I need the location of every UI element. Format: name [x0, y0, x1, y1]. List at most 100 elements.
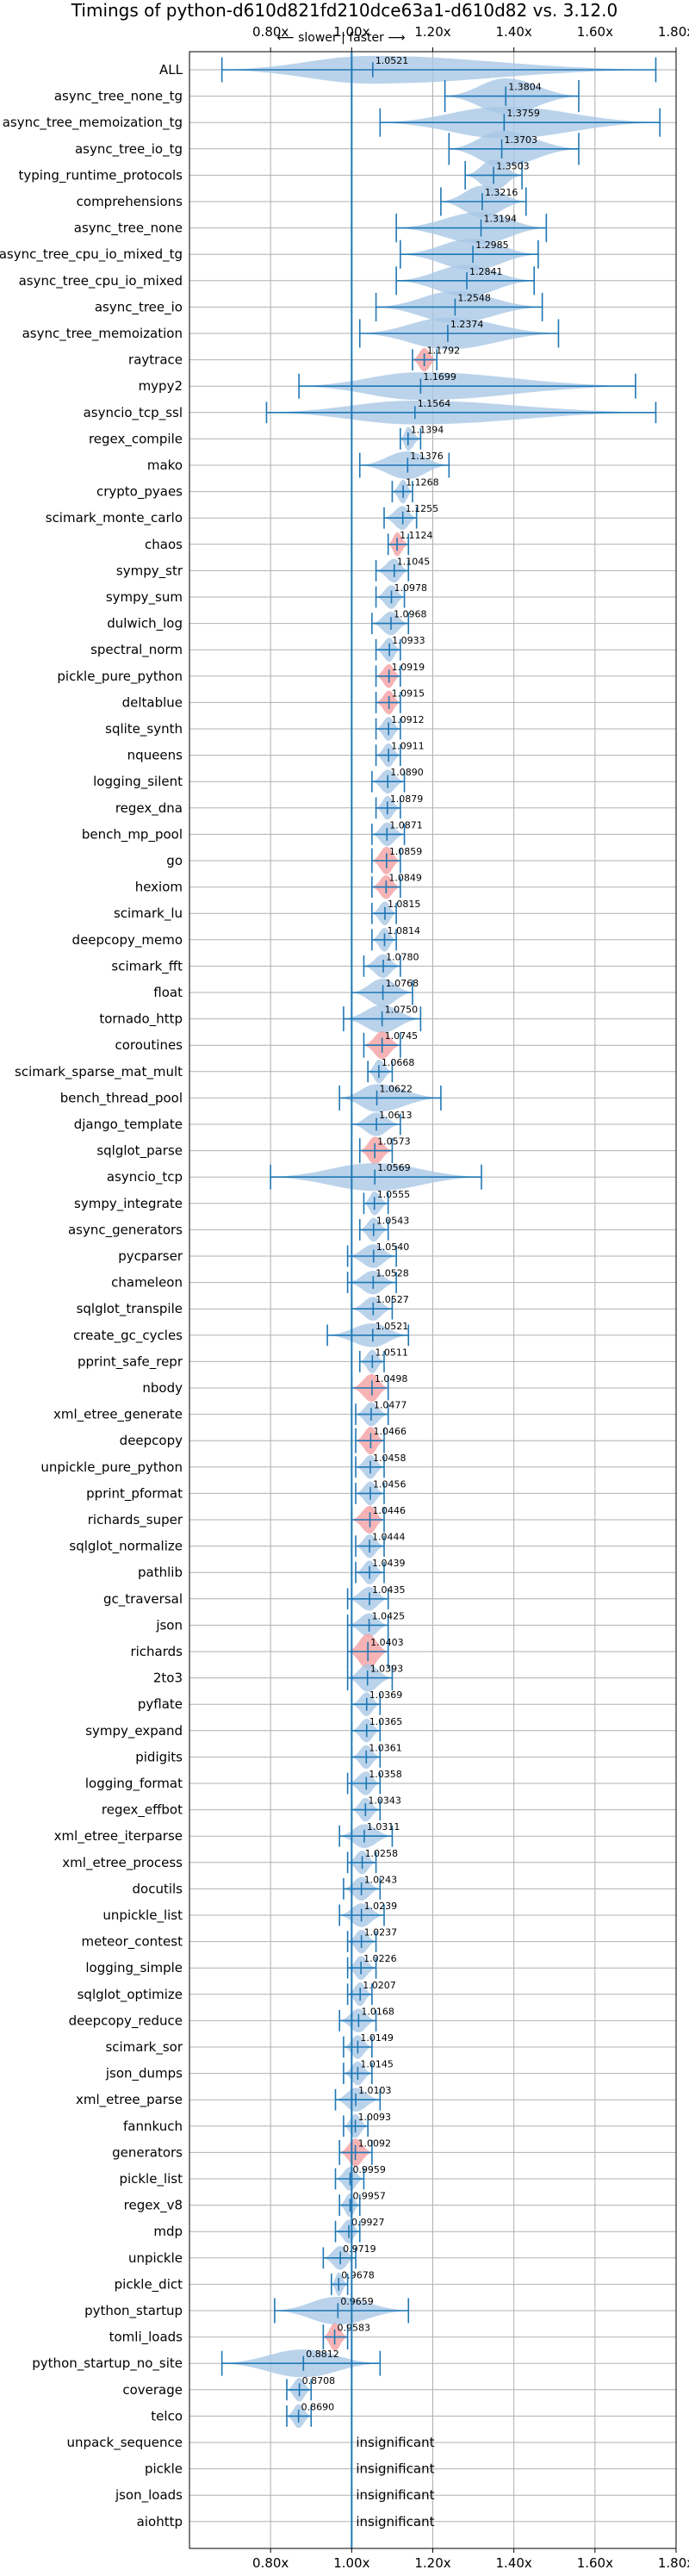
row-label: float	[153, 985, 183, 1000]
row-label: deltablue	[122, 694, 183, 710]
value-label: 1.0780	[386, 951, 419, 962]
value-label: 1.0849	[388, 873, 422, 884]
value-label: 1.0815	[388, 899, 421, 910]
value-label: 1.3216	[485, 187, 518, 198]
value-label: 1.0521	[376, 55, 409, 66]
x-axis-ticks: 0.80x 0.80x 1.00x 1.00x 1.20x 1.20x 1.40x 1.40x…	[252, 24, 689, 2571]
value-label: 1.0879	[390, 793, 424, 805]
value-label: 1.2374	[450, 319, 484, 330]
row-label: python_startup	[84, 2303, 183, 2319]
value-label: 1.0243	[364, 1874, 398, 1885]
value-label: 0.9659	[340, 2296, 374, 2307]
value-label: 1.0919	[392, 662, 425, 673]
row-label: logging_format	[85, 1776, 183, 1792]
row-label: django_template	[74, 1117, 183, 1133]
value-label: 1.0622	[380, 1083, 413, 1094]
row-label: spectral_norm	[90, 642, 183, 658]
value-label: 1.0569	[377, 1162, 411, 1173]
value-label: 1.1124	[400, 530, 433, 541]
row-label: pickle_dict	[115, 2276, 183, 2293]
row-label: xml_etree_generate	[53, 1407, 183, 1423]
value-label: 1.0543	[376, 1215, 410, 1226]
row-label: logging_silent	[93, 774, 183, 790]
row-label: generators	[112, 2144, 183, 2160]
value-label: 1.0933	[392, 635, 425, 646]
row-label: async_tree_memoization	[22, 326, 183, 342]
row-label: aiohttp	[137, 2514, 183, 2529]
value-label: 1.3503	[496, 160, 530, 171]
row-label: asyncio_tcp	[107, 1169, 183, 1185]
row-label: unpack_sequence	[67, 2435, 183, 2451]
row-label: sqlite_synth	[105, 721, 183, 737]
row-label: raytrace	[128, 352, 183, 368]
value-label: 1.0435	[372, 1584, 406, 1596]
row-label: 2to3	[153, 1671, 183, 1686]
row-label: xml_etree_process	[62, 1855, 183, 1871]
value-label: 1.0425	[372, 1610, 406, 1621]
row-label: telco	[151, 2408, 183, 2424]
row-label: pickle_list	[119, 2171, 183, 2187]
row-label: mako	[147, 457, 183, 473]
value-label: 1.0528	[376, 1268, 409, 1279]
value-label: 1.0768	[386, 978, 419, 989]
value-label: 1.0814	[387, 925, 420, 936]
value-label: 1.0466	[373, 1426, 407, 1437]
row-label: regex_v8	[124, 2198, 183, 2214]
row-label: deepcopy_reduce	[69, 2013, 183, 2029]
row-label: sympy_str	[116, 563, 183, 579]
value-label: 1.0369	[369, 1689, 403, 1701]
row-label: asyncio_tcp_ssl	[84, 405, 183, 421]
value-label: 1.0361	[369, 1742, 402, 1753]
row-label: xml_etree_iterparse	[54, 1828, 183, 1845]
value-label: 1.3703	[505, 134, 538, 146]
row-label: tornado_http	[99, 1011, 183, 1028]
row-label: sqlglot_parse	[96, 1143, 183, 1160]
row-label: pprint_safe_repr	[78, 1353, 183, 1370]
row-label: async_tree_io	[95, 299, 183, 315]
row-label: regex_dna	[115, 800, 183, 817]
value-label: 1.0358	[369, 1769, 402, 1780]
value-label: 1.0555	[377, 1189, 411, 1200]
value-label: 0.8812	[306, 2349, 339, 2360]
value-label: 1.0540	[376, 1241, 410, 1253]
row-label: sympy_integrate	[74, 1196, 183, 1212]
top-tick-label: 1.60x	[577, 24, 613, 40]
row-label: async_tree_memoization_tg	[3, 115, 183, 131]
row-label: mypy2	[139, 378, 183, 394]
row-label: go	[166, 853, 183, 868]
row-label: richards	[130, 1644, 183, 1659]
value-label: 1.0103	[358, 2085, 392, 2096]
row-label: pprint_pformat	[86, 1485, 183, 1502]
row-label: richards_super	[88, 1512, 183, 1528]
row-label: dulwich_log	[107, 616, 183, 632]
insignificant-label: insignificant	[356, 2514, 434, 2529]
row-label: python_startup_no_site	[32, 2355, 183, 2372]
value-label: 0.9719	[343, 2243, 376, 2255]
value-label: 1.0343	[368, 1795, 401, 1807]
bottom-tick-label: 1.80x	[658, 2555, 689, 2571]
value-label: 1.0145	[360, 2059, 394, 2070]
value-label: 1.0168	[361, 2006, 394, 2017]
row-label: pidigits	[135, 1749, 183, 1764]
value-label: 1.1699	[423, 371, 456, 383]
row-label: sqlglot_transpile	[77, 1301, 183, 1317]
bottom-tick-label: 1.60x	[577, 2555, 613, 2571]
value-label: 1.3804	[508, 82, 542, 93]
value-label: 1.0237	[364, 1927, 398, 1938]
row-label: async_tree_io_tg	[75, 141, 183, 158]
top-tick-label: 1.80x	[658, 24, 689, 40]
row-label: nbody	[142, 1380, 183, 1396]
bottom-tick-label: 1.40x	[496, 2555, 532, 2571]
slower-faster-annotation: ⟵ slower | faster ⟶	[277, 31, 406, 45]
value-label: 1.1045	[397, 556, 431, 567]
value-label: 1.0207	[363, 1980, 396, 1991]
value-label: 1.0521	[376, 1321, 409, 1332]
row-label: scimark_sor	[105, 2039, 183, 2056]
row-label: regex_compile	[89, 431, 183, 447]
row-label: typing_runtime_protocols	[18, 167, 183, 184]
row-label: pathlib	[138, 1565, 183, 1580]
row-label: bench_thread_pool	[60, 1090, 183, 1106]
value-label: 0.8708	[302, 2375, 336, 2386]
row-label: mdp	[153, 2224, 183, 2239]
